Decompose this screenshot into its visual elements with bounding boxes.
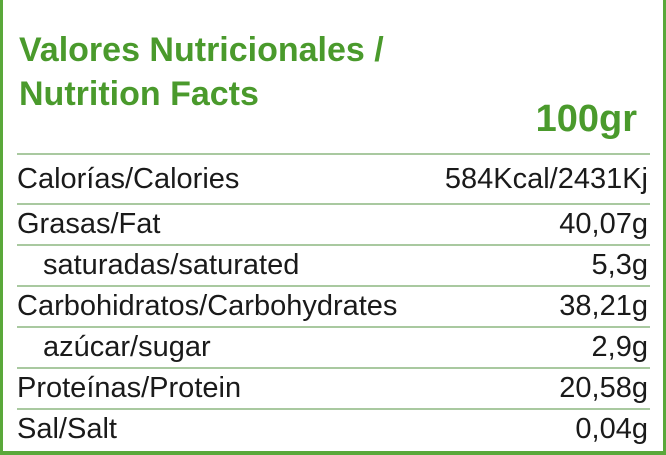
- row-value: 40,07g: [559, 208, 648, 240]
- row-value: 5,3g: [591, 249, 648, 281]
- table-row-fat: Grasas/Fat 40,07g: [17, 203, 650, 244]
- row-value: 0,04g: [575, 413, 648, 445]
- table-row-sugar: azúcar/sugar 2,9g: [17, 326, 650, 367]
- row-label: Proteínas/Protein: [17, 372, 242, 404]
- row-label: saturadas/saturated: [43, 249, 300, 281]
- title-line-1: Valores Nutricionales /: [19, 31, 384, 69]
- row-value: 584Kcal/2431Kj: [444, 162, 648, 195]
- row-label: Sal/Salt: [17, 413, 117, 445]
- row-value: 38,21g: [559, 290, 648, 322]
- nutrition-table: Calorías/Calories 584Kcal/2431Kj Grasas/F…: [17, 153, 650, 449]
- table-row-saturated: saturadas/saturated 5,3g: [17, 244, 650, 285]
- row-label: Carbohidratos/Carbohydrates: [17, 290, 398, 322]
- table-row-protein: Proteínas/Protein 20,58g: [17, 367, 650, 408]
- table-row-carbohydrates: Carbohidratos/Carbohydrates 38,21g: [17, 285, 650, 326]
- row-label: Calorías/Calories: [17, 162, 240, 195]
- row-value: 2,9g: [591, 331, 648, 363]
- table-row-calories: Calorías/Calories 584Kcal/2431Kj: [17, 153, 650, 203]
- row-label: Grasas/Fat: [17, 208, 161, 240]
- title-line-2: Nutrition Facts: [19, 75, 259, 113]
- row-value: 20,58g: [559, 372, 648, 404]
- row-label: azúcar/sugar: [43, 331, 211, 363]
- panel-title: Valores Nutricionales / Nutrition Facts: [19, 28, 384, 116]
- table-row-salt: Sal/Salt 0,04g: [17, 408, 650, 449]
- serving-size: 100gr: [535, 98, 637, 140]
